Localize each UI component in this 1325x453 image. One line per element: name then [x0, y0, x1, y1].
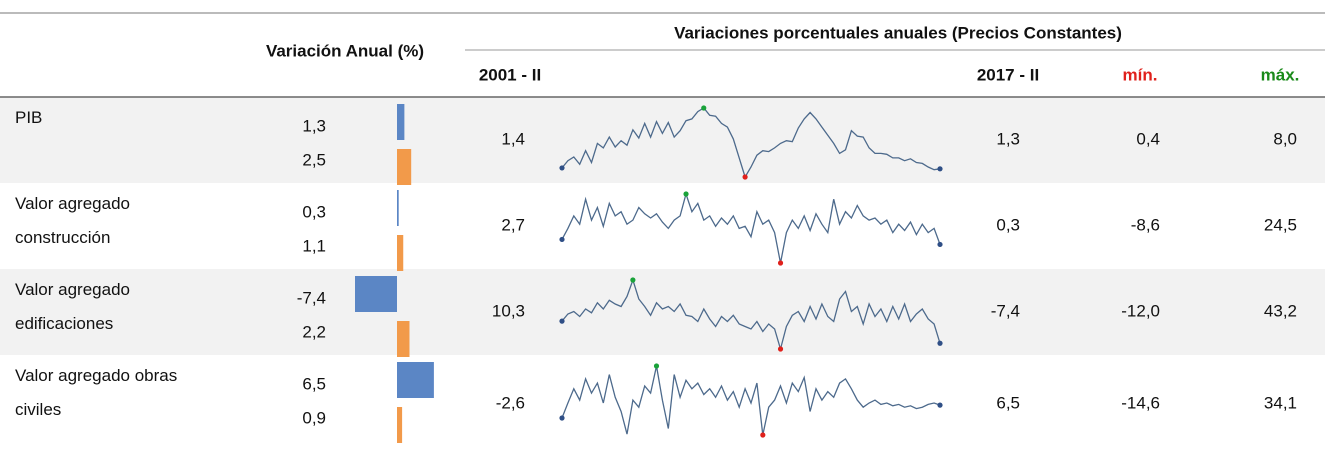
sparkline	[561, 277, 941, 352]
max-point	[683, 191, 689, 197]
row-label: Valor agregado construcción	[15, 194, 130, 247]
start-value: 10,3	[492, 301, 525, 320]
bar-annual	[355, 276, 397, 312]
annual-value: 0,3	[302, 202, 326, 221]
row-label: PIB	[15, 108, 43, 127]
last-point	[937, 241, 943, 248]
max-point	[701, 105, 707, 111]
bar-secondary	[397, 235, 404, 271]
max-point	[653, 363, 660, 369]
max-point	[630, 277, 636, 283]
max-value: 43,2	[1264, 301, 1297, 320]
min-value: -8,6	[1131, 215, 1160, 234]
min-point	[777, 260, 784, 266]
end-header: 2017 - II	[977, 65, 1039, 84]
min-point	[742, 174, 748, 180]
min-value: -12,0	[1121, 301, 1160, 320]
annual-value: 0,9	[302, 408, 326, 427]
annual-value: -7,4	[297, 288, 326, 307]
bar-annual	[397, 362, 434, 398]
min-header: mín.	[1123, 65, 1158, 84]
bar-annual	[397, 190, 399, 226]
last-point	[937, 166, 943, 172]
annual-value: 2,2	[302, 322, 326, 341]
bar-secondary	[397, 149, 412, 185]
annual-value: 6,5	[302, 374, 326, 393]
row-background	[0, 269, 1325, 355]
bar-annual	[397, 104, 405, 140]
start-value: -2,6	[496, 393, 525, 412]
min-point	[760, 432, 766, 438]
bar-secondary	[397, 321, 410, 357]
end-value: 1,3	[996, 129, 1020, 148]
end-value: -7,4	[991, 301, 1020, 320]
start-header: 2001 - II	[479, 65, 541, 84]
max-value: 8,0	[1273, 129, 1297, 148]
annual-value: 2,5	[302, 150, 326, 169]
first-point	[559, 415, 565, 421]
first-point	[559, 236, 565, 243]
sparkline	[561, 365, 941, 436]
start-value: 2,7	[501, 215, 525, 234]
max-value: 24,5	[1264, 215, 1297, 234]
bar-secondary	[397, 407, 403, 443]
annual-header: Variación Anual (%)	[266, 41, 424, 60]
end-value: 0,3	[996, 215, 1020, 234]
sparkline	[561, 191, 941, 264]
end-value: 6,5	[996, 393, 1020, 412]
annual-value: 1,3	[302, 116, 326, 135]
max-header: máx.	[1261, 65, 1300, 84]
last-point	[937, 402, 943, 408]
trend-header: Variaciones porcentuales anuales (Precio…	[674, 23, 1122, 42]
min-point	[777, 346, 784, 352]
min-value: 0,4	[1136, 129, 1160, 148]
min-value: -14,6	[1121, 393, 1160, 412]
start-value: 1,4	[501, 129, 525, 148]
max-value: 34,1	[1264, 393, 1297, 412]
row-label: Valor agregado obras civiles	[15, 366, 178, 419]
last-point	[937, 340, 943, 346]
annual-value: 1,1	[302, 236, 326, 255]
first-point	[559, 165, 565, 171]
first-point	[559, 318, 565, 324]
sparkline	[561, 107, 941, 179]
row-background	[0, 97, 1325, 183]
row-label: Valor agregado edificaciones	[15, 280, 130, 333]
